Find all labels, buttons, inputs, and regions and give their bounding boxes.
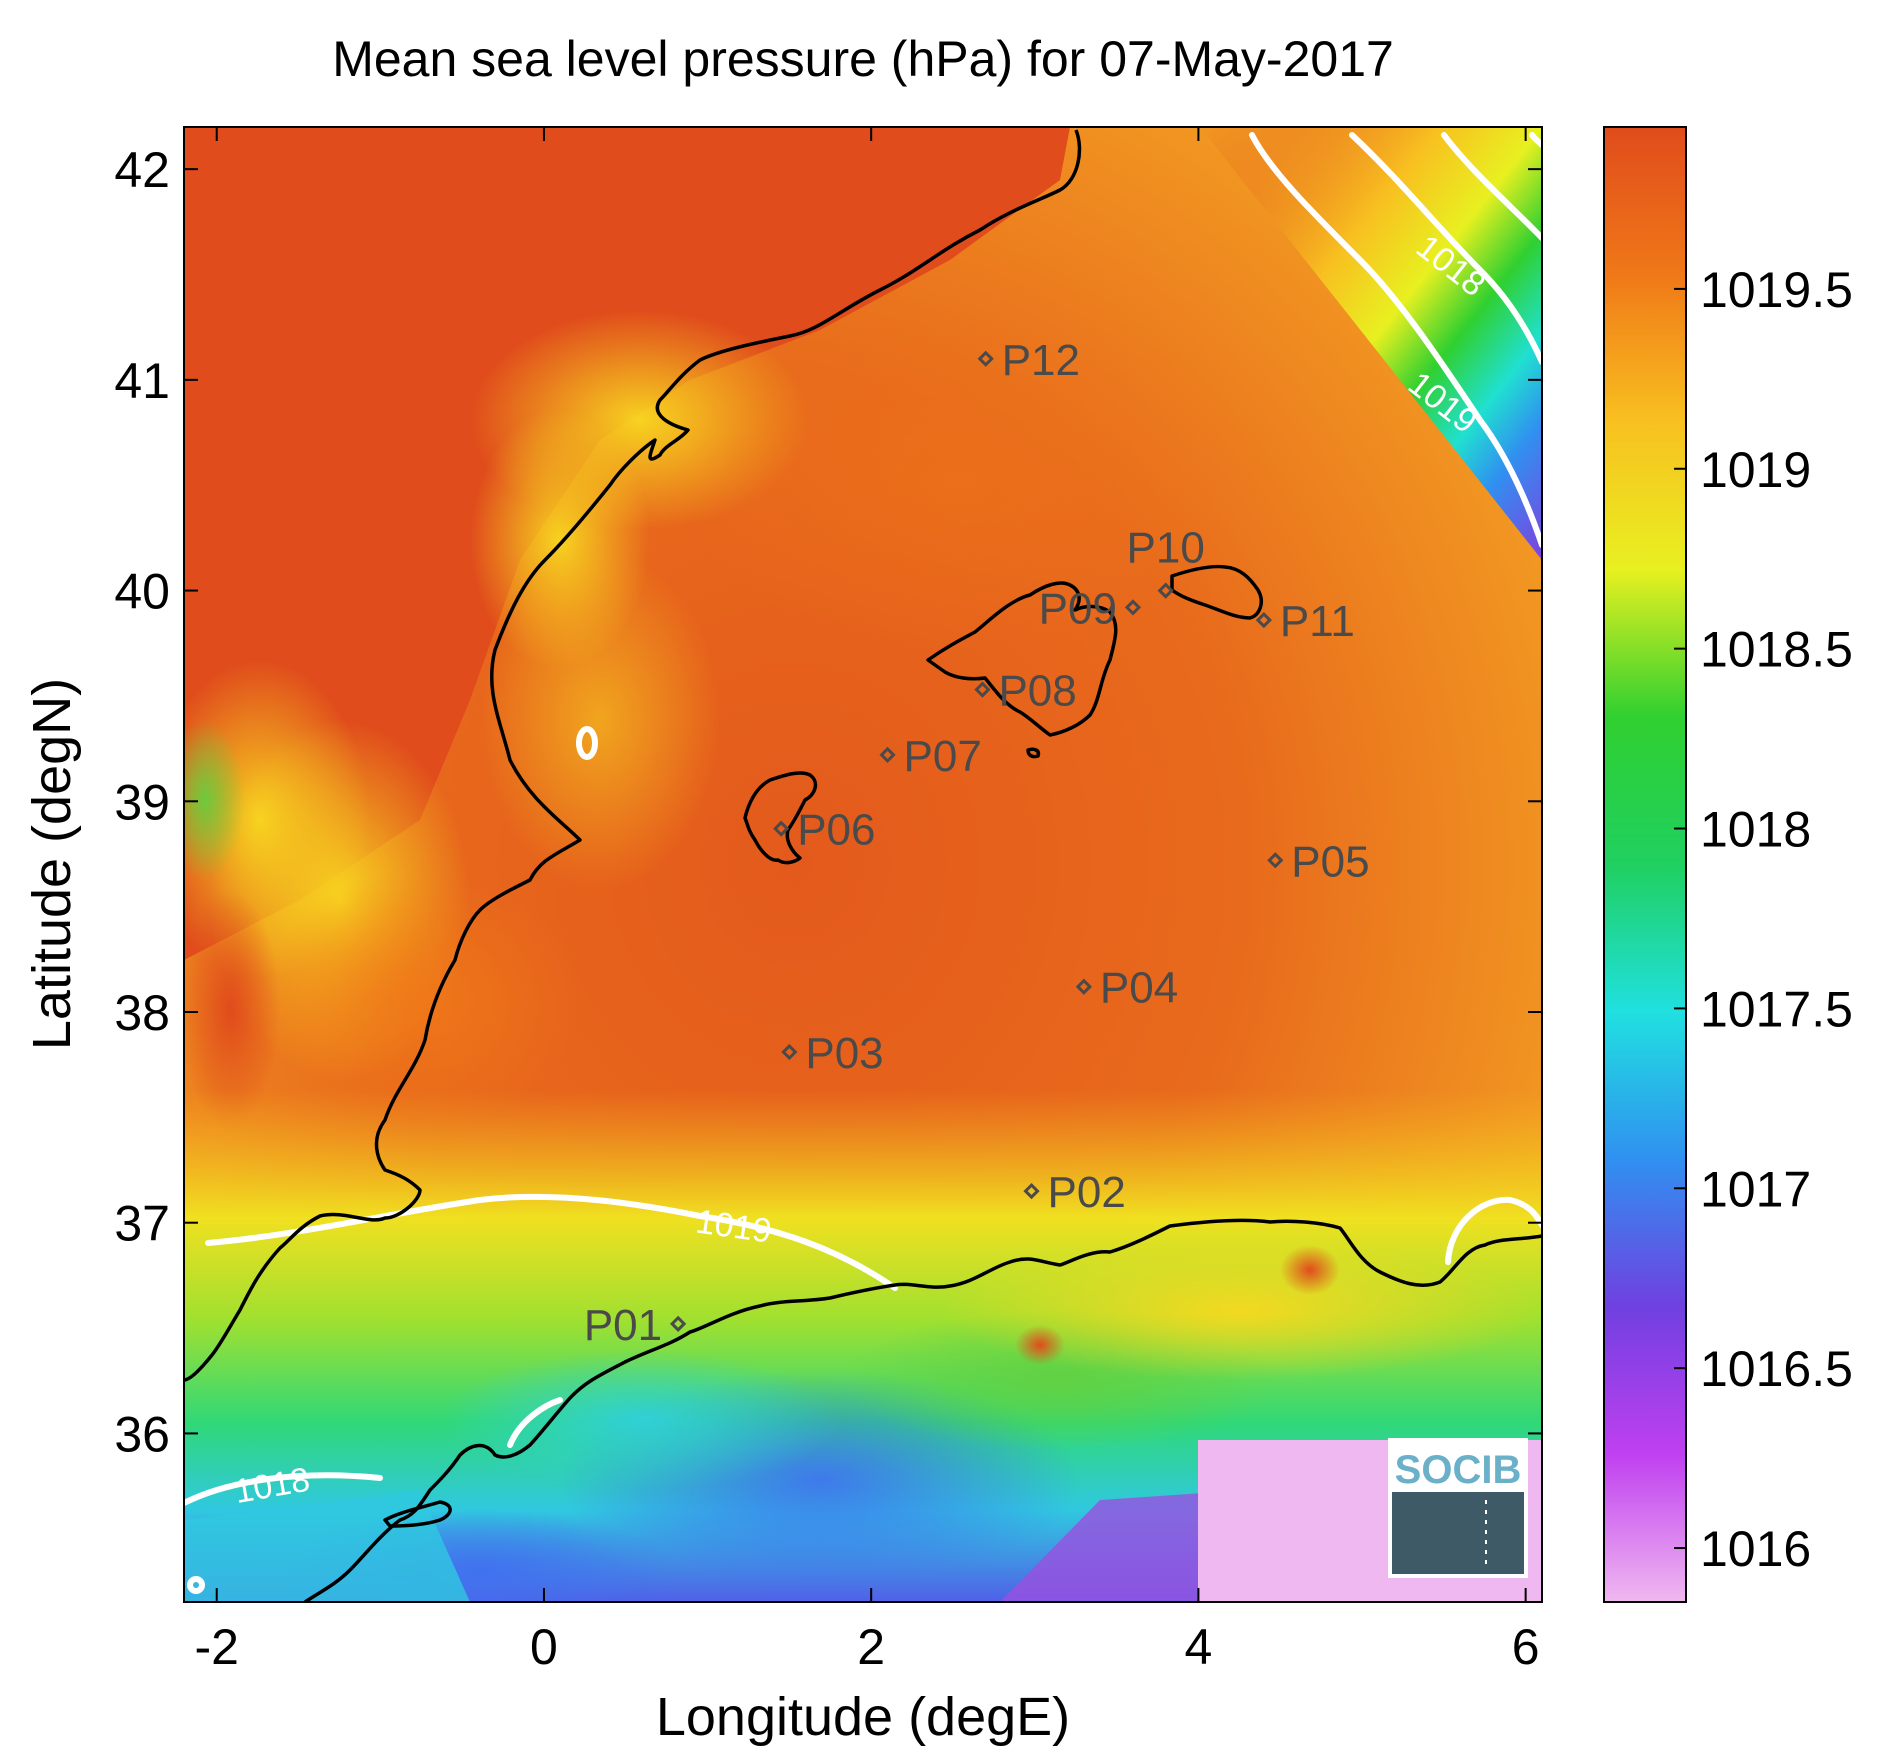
station-marker-icon (1267, 852, 1284, 869)
station-marker-icon (974, 681, 991, 698)
isobar-1019-loop (576, 726, 598, 760)
station-p05[interactable]: P05 (1267, 837, 1370, 886)
field-land-green-1 (184, 720, 245, 880)
isobar-1018-s (507, 1397, 563, 1448)
station-p04[interactable]: P04 (1075, 964, 1178, 1013)
station-p09[interactable]: P09 (1039, 584, 1142, 633)
station-label: P05 (1291, 837, 1369, 886)
x-tick-label: 2 (857, 1619, 885, 1675)
y-tick-label: 42 (114, 142, 170, 198)
station-marker-icon (773, 820, 790, 837)
colorbar-tick-label: 1019 (1700, 442, 1811, 498)
station-p03[interactable]: P03 (781, 1029, 884, 1078)
coast-iberia-mediterranean (184, 129, 1082, 1382)
y-tick-label: 41 (114, 353, 170, 409)
colorbar-tick-label: 1018 (1700, 802, 1811, 858)
station-label: P03 (805, 1029, 883, 1078)
field-south-red-2 (1015, 1325, 1065, 1365)
isobar-1019-ne (1249, 132, 1542, 548)
field-land-red-1 (184, 890, 280, 1130)
coast-alboran (383, 1500, 452, 1528)
station-marker-icon (977, 350, 994, 367)
station-marker-icon (1255, 611, 1272, 629)
y-tick-label: 39 (114, 774, 170, 830)
station-marker-icon (1124, 599, 1142, 616)
station-label: P08 (998, 667, 1076, 716)
isobar-1019-se (1445, 1196, 1542, 1265)
y-axis-ticks: 36 37 38 39 40 41 42 (114, 142, 1542, 1462)
station-label: P06 (797, 806, 875, 855)
colorbar (1603, 126, 1687, 1603)
chart-title: Mean sea level pressure (hPa) for 07-May… (332, 31, 1394, 87)
isobar-1018-sw (184, 1472, 383, 1506)
isobar-1019-south (205, 1193, 898, 1291)
field-ne-gradient (1200, 127, 1542, 560)
station-label: P07 (904, 732, 982, 781)
y-axis-label: Latitude (degN) (22, 678, 82, 1050)
isobars (184, 132, 1542, 1594)
station-p01[interactable]: P01 (584, 1301, 687, 1350)
x-tick-label: 4 (1185, 1619, 1213, 1675)
station-marker-icon (1023, 1182, 1040, 1200)
station-label: P12 (1002, 336, 1080, 385)
station-marker-icon (669, 1315, 687, 1332)
socib-logo-text: SOCIB (1395, 1448, 1522, 1492)
station-marker-icon (1075, 978, 1093, 995)
x-axis-ticks: -2 0 2 4 6 (194, 127, 1540, 1675)
y-tick-label: 36 (114, 1406, 170, 1462)
field-sea-yellow-centre (480, 550, 720, 890)
station-p02[interactable]: P02 (1023, 1168, 1126, 1217)
map-frame (183, 126, 1543, 1603)
x-tick-label: 0 (530, 1619, 558, 1675)
coast-ibiza (743, 771, 818, 865)
colorbar-tick-label: 1019.5 (1700, 262, 1853, 318)
socib-logo: SOCIB (1388, 1438, 1528, 1578)
colorbar-tick-label: 1018.5 (1700, 622, 1853, 678)
coast-north-africa (304, 1218, 1542, 1602)
x-axis-label: Longitude (degE) (656, 1687, 1070, 1747)
field-south-cyan-west (184, 1490, 470, 1602)
station-label: P10 (1127, 524, 1205, 573)
station-label: P02 (1048, 1168, 1126, 1217)
colorbar-tick-label: 1017 (1700, 1161, 1811, 1217)
field-sea-orange-centre (680, 310, 1240, 650)
field-south-red-1 (1280, 1245, 1340, 1295)
station-p11[interactable]: P11 (1255, 597, 1355, 646)
station-p07[interactable]: P07 (879, 732, 982, 781)
field-coastal-orange-1 (260, 870, 580, 1130)
station-marker-icon (1157, 582, 1174, 599)
colorbar-tick-label: 1016 (1700, 1521, 1811, 1577)
isobar-1018-ne (1349, 132, 1542, 365)
x-tick-label: -2 (194, 1619, 238, 1675)
x-tick-label: 6 (1512, 1619, 1540, 1675)
station-label: P04 (1100, 964, 1178, 1013)
station-marker-icon (879, 746, 896, 764)
station-label: P11 (1280, 597, 1355, 646)
station-label: P09 (1039, 584, 1117, 633)
field-south-cyan-1 (440, 1350, 840, 1490)
coast-cabrera (1026, 747, 1041, 759)
isobar-1018-dot (187, 1576, 205, 1594)
isobar-1017-ne (1441, 132, 1542, 241)
coastlines (184, 129, 1542, 1602)
station-p06[interactable]: P06 (773, 806, 875, 855)
colorbar-tick-label: 1016.5 (1700, 1341, 1853, 1397)
station-label: P01 (584, 1301, 662, 1350)
station-marker-icon (781, 1043, 798, 1061)
coast-menorca (1170, 564, 1263, 620)
y-tick-label: 38 (114, 985, 170, 1041)
y-tick-label: 37 (114, 1196, 170, 1252)
station-p10[interactable]: P10 (1127, 524, 1205, 599)
coast-mallorca (926, 581, 1118, 737)
colorbar-ticks: 1016 1016.5 1017 1017.5 1018 1018.5 1019 1019.5 (1674, 262, 1853, 1577)
colorbar-tick-label: 1017.5 (1700, 981, 1853, 1037)
pressure-field: SOCIB (184, 127, 1542, 1602)
station-p08[interactable]: P08 (974, 667, 1077, 716)
station-p12[interactable]: P12 (977, 336, 1080, 385)
y-tick-label: 40 (114, 564, 170, 620)
